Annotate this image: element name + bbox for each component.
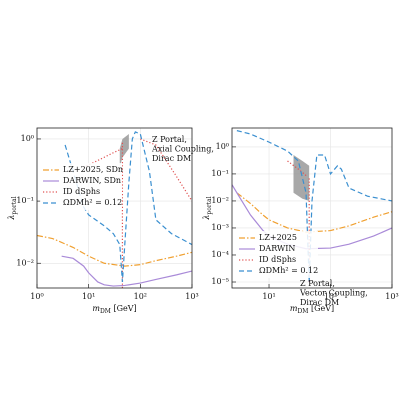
annotation: Dirac DM [300,298,339,307]
y-tick-label: 10⁻³ [211,223,229,232]
x-axis-label: mDM [GeV] [290,304,334,315]
series-line [64,131,192,283]
y-label-part: portal [206,196,213,214]
axes-frame [231,127,393,289]
series-line [83,138,192,288]
series-line [236,192,392,233]
plot-area [232,130,392,283]
axes-frame [36,127,193,289]
x-label-part: m [92,304,100,313]
y-tick-label: 10⁻⁴ [211,250,229,259]
y-tick-label: 10⁻² [211,196,229,205]
panel: 10¹ 10² 10³ 10⁻⁵ 10⁻⁴ 10⁻³ 10⁻² 10⁻¹ 10⁰ mDM [GeV… [202,127,399,315]
legend-label: DARWIN, SDn [63,176,121,185]
legend-label: ID dSphs [259,255,296,264]
x-label-part: DM [297,308,308,315]
y-tick-label: 10⁻⁵ [211,277,229,286]
band [293,155,310,201]
x-tick-label: 10³ [185,292,198,301]
legend-label: LZ+2025 [259,233,297,242]
legend-box [236,231,318,278]
legend: LZ+2025, SDn DARWIN, SDn ID dSphs ΩDMh² = 0… [40,163,123,210]
legend-label: ID dSphs [63,187,100,196]
y-label-part: λ [7,215,16,221]
y-tick-label: 10⁰ [21,134,34,143]
legend-label: ΩDMh² = 0.12 [63,198,122,207]
plot-area [37,131,192,288]
series-line [236,130,392,283]
x-label-part: DM [100,308,111,315]
x-tick-label: 10² [324,292,337,301]
y-axis-label: λportal [202,196,213,220]
legend: LZ+2025 DARWIN ID dSphs ΩDMh² = 0.12 [236,231,318,278]
y-label-part: portal [11,196,18,214]
x-tick-label: 10¹ [82,292,95,301]
x-label-part: [GeV] [111,304,137,313]
annotation: Vector Coupling, [299,289,368,298]
series-line [37,234,192,267]
annotation: Z Portal, [152,135,187,144]
x-tick-label: 10¹ [262,292,275,301]
annotation: Z Portal, [300,279,335,288]
x-tick-label: 10³ [385,292,398,301]
y-tick-label: 10⁻¹ [211,169,229,178]
series-line [287,160,310,282]
series-line [61,255,192,287]
legend-label: DARWIN [259,244,295,253]
y-axis-label: λportal [7,196,18,220]
y-tick-label: 10⁻² [16,258,34,267]
y-tick-label: 10⁻¹ [16,196,34,205]
x-tick-label: 10⁰ [30,292,43,301]
y-label-part: λ [202,215,211,221]
annotation: Axial Coupling, [151,145,214,154]
x-tick-label: 10² [134,292,147,301]
y-tick-label: 10⁰ [216,142,229,151]
legend-label: LZ+2025, SDn [63,165,123,174]
legend-label: ΩDMh² = 0.12 [259,266,318,275]
x-label-part: m [290,304,298,313]
legend-box [40,163,122,210]
x-label-part: [GeV] [308,304,334,313]
annotation: Dirac DM [152,154,191,163]
x-axis-label: mDM [GeV] [92,304,136,315]
